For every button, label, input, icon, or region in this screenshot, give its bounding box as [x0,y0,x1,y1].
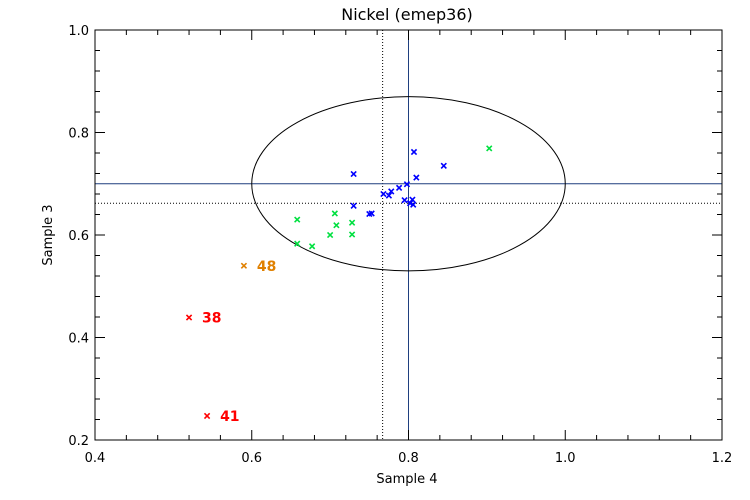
point-marker [410,148,418,156]
point-marker [380,190,387,198]
point-marker [333,222,340,229]
x-tick-label: 0.4 [85,451,106,466]
green-point [333,222,340,229]
point-marker [240,262,248,269]
blue-point [410,148,418,156]
blue-point [380,190,387,198]
red-point: 41 [203,409,240,425]
point-marker [348,219,356,226]
green-point [294,216,301,223]
blue-point [388,188,395,195]
point-marker [203,412,211,420]
data-points: 48 38 41 [185,145,493,425]
x-axis-label: Sample 4 [376,472,437,487]
axes: 0.4 0.6 0.8 1.0 1.2 0.2 0.4 0.6 0.8 1.0 [68,24,732,466]
green-point [331,210,338,217]
y-tick-label: 0.2 [68,434,89,449]
point-marker [410,201,417,208]
y-axis-label: Sample 3 [41,204,56,265]
blue-point [406,200,414,207]
x-tick-label: 1.2 [712,451,733,466]
point-marker [326,231,334,239]
point-label: 38 [202,311,221,327]
point-marker [388,188,395,195]
point-marker [368,210,375,217]
point-marker [440,162,447,169]
blue-point [385,192,393,199]
point-marker [308,243,316,250]
x-tick-label: 0.6 [241,451,262,466]
blue-point [409,196,416,203]
point-marker [395,184,403,192]
point-marker [409,196,416,203]
confidence-ellipse [251,96,566,272]
ellipse-layer [251,96,566,272]
blue-point [395,184,403,192]
point-marker [185,314,193,321]
y-tick-label: 0.8 [68,127,89,142]
blue-point [401,196,408,204]
red-point: 38 [185,311,222,327]
green-point [326,231,334,239]
x-tick-label: 0.8 [398,451,419,466]
blue-point [350,202,357,209]
point-label: 41 [220,409,239,425]
point-marker [331,210,338,217]
point-marker [385,192,393,199]
y-tick-label: 1.0 [68,24,89,39]
x-tick-label: 1.0 [555,451,576,466]
blue-point [410,201,417,208]
blue-point [440,162,447,169]
point-marker [406,200,414,207]
point-marker [294,216,301,223]
y-tick-label: 0.6 [68,229,89,244]
green-point [486,145,493,152]
point-marker [350,202,357,209]
point-marker [401,196,408,204]
blue-point [350,170,357,178]
point-marker [413,174,420,181]
point-marker [350,170,357,178]
green-point [294,240,301,247]
point-label: 48 [257,259,276,275]
chart-title: Nickel (emep36) [341,5,473,24]
green-point [308,243,316,250]
point-marker [486,145,493,152]
green-point [348,219,356,226]
point-marker [403,181,411,188]
blue-point [368,210,375,217]
point-marker [294,240,301,247]
blue-point [403,181,411,188]
y-tick-label: 0.4 [68,332,89,347]
blue-point [413,174,420,181]
point-marker [348,231,356,238]
green-point [348,231,356,238]
orange-point: 48 [240,259,276,275]
